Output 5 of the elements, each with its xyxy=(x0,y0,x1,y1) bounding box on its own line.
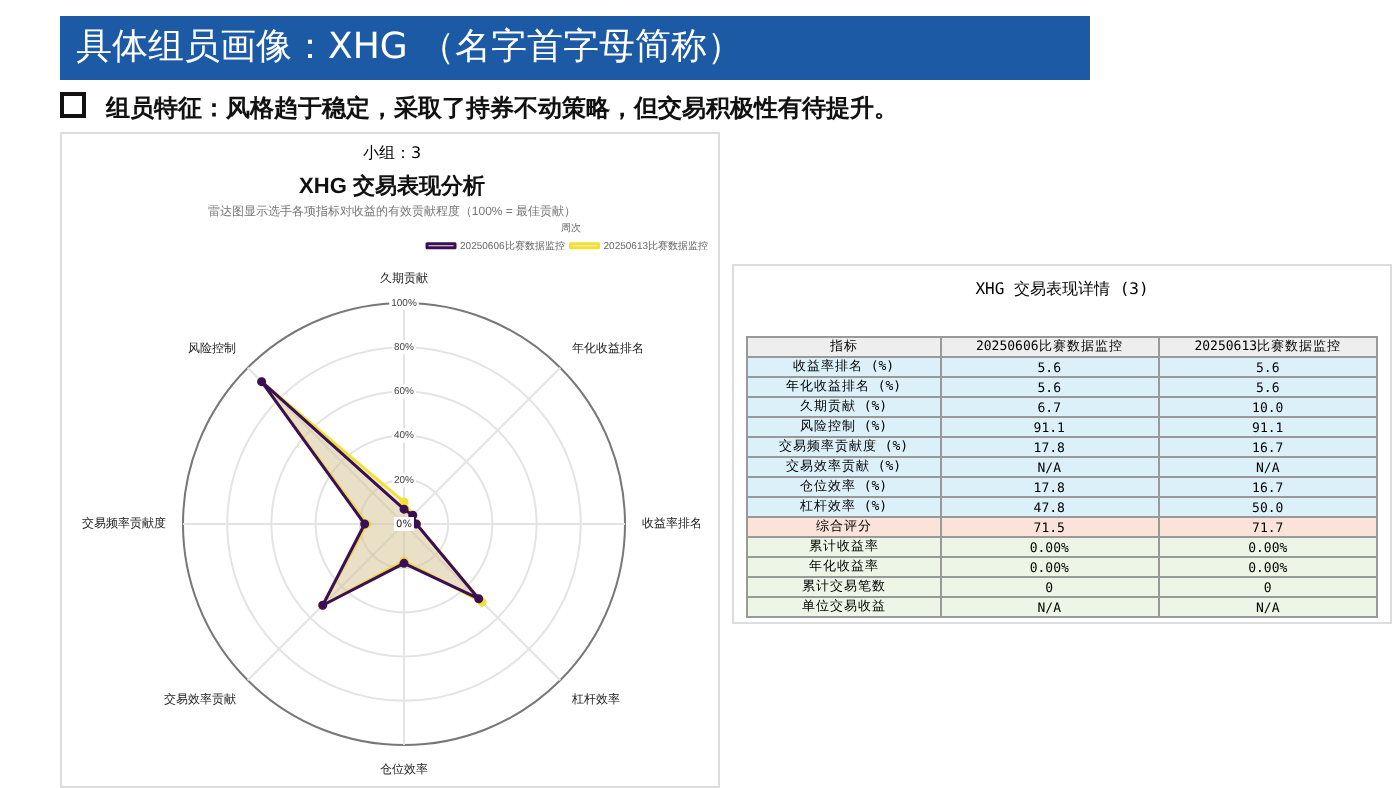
text: 组员特征：风格趋于稳定，采取了持券不动策略，但交易积极性有待提升。 xyxy=(106,94,898,122)
text: 具体组员画像：XHG （名字首字母简称） xyxy=(60,16,1090,80)
text: 小组：3 xyxy=(360,142,424,164)
chart-title: XHG 交易表现分析 xyxy=(299,173,485,200)
text: XHG 交易表现详情 (3) xyxy=(973,278,1151,300)
